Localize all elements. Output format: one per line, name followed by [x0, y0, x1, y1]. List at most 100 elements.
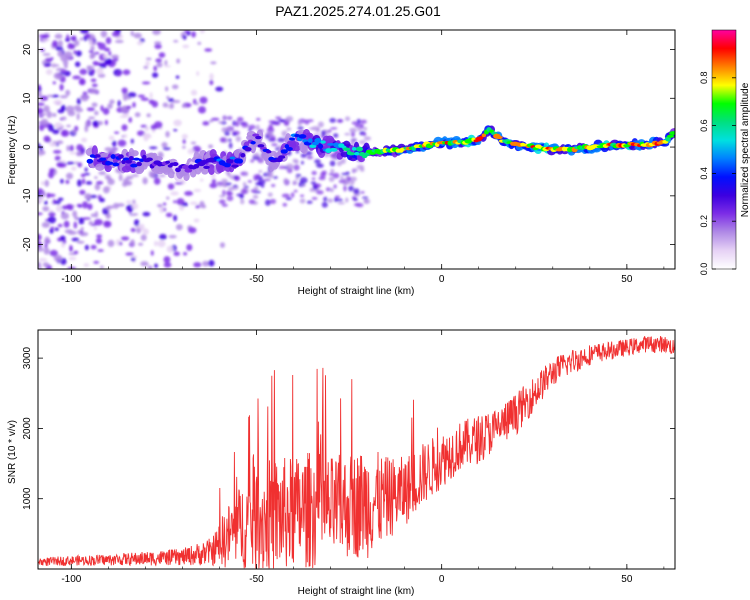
spectrogram-noise-blob [107, 239, 115, 248]
spectrogram-noise-blob [227, 172, 231, 177]
spectrogram-noise-blob [40, 118, 49, 126]
spectrogram-noise-blob [123, 95, 128, 101]
spectrogram-noise-blob [130, 227, 136, 233]
spectrogram-noise-blob [65, 89, 71, 96]
spectrogram-ridge-halo [130, 150, 139, 157]
spectrogram-noise-blob [88, 39, 93, 45]
spectrogram-noise-blob [73, 221, 78, 229]
spectrogram-noise-blob [87, 203, 93, 210]
spectrogram-noise-blob [344, 132, 351, 136]
spectrogram-noise-blob [159, 206, 164, 214]
spectrogram-noise-blob [57, 40, 63, 47]
spectrogram-noise-blob [94, 210, 99, 218]
spectrogram-noise-blob [333, 133, 339, 138]
spectrogram-noise-blob [108, 135, 115, 141]
spectrogram-noise-blob [57, 223, 63, 228]
spectrogram-noise-blob [162, 202, 167, 206]
spectrogram-noise-blob [186, 243, 193, 251]
spectrogram-noise-blob [321, 130, 326, 137]
spectrogram-noise-blob [89, 53, 95, 60]
spectrogram-noise-blob [248, 199, 256, 205]
spectrogram-noise-blob [175, 75, 180, 79]
spectrogram-noise-blob [299, 177, 308, 184]
snr-xtick-label: 0 [439, 574, 445, 585]
spectrogram-ridge-core [86, 158, 94, 164]
spectrogram-noise-blob [211, 178, 216, 184]
spectrogram-noise-blob [132, 213, 139, 216]
spectrogram-noise-blob [46, 111, 53, 119]
spectrogram-ytick-label: 20 [22, 44, 33, 56]
spectrogram-noise-blob [102, 54, 108, 59]
spectrogram-noise-blob [104, 119, 108, 126]
spectrogram-noise-blob [53, 150, 62, 154]
spectrogram-noise-blob [42, 33, 50, 39]
spectrogram-noise-blob [258, 170, 263, 173]
spectrogram-noise-blob [55, 45, 63, 51]
spectrogram-noise-blob [189, 201, 198, 205]
spectrogram-noise-blob [209, 73, 214, 81]
spectrogram-noise-blob [98, 197, 105, 203]
spectrogram-noise-blob [300, 194, 305, 198]
spectrogram-noise-blob [90, 45, 95, 51]
spectrogram-noise-blob [79, 68, 88, 75]
spectrogram-noise-blob [85, 181, 93, 185]
spectrogram-noise-blob [149, 146, 158, 150]
spectrogram-ridge-core [327, 143, 335, 146]
spectrogram-ridge-core [669, 131, 675, 135]
spectrogram-noise-blob [152, 30, 161, 36]
spectrogram-noise-blob [52, 129, 60, 135]
spectrogram-noise-blob [286, 127, 292, 131]
snr-axes: -100 -50 0 50 1000 2000 3000 [22, 330, 675, 585]
spectrogram-noise-blob [166, 95, 170, 100]
spectrogram-noise-blob [181, 104, 187, 108]
spectrogram-noise-blob [270, 135, 276, 141]
spectrogram-noise-blob [96, 181, 104, 185]
spectrogram-noise-blob [86, 65, 92, 72]
spectrogram-ridge-core [278, 155, 286, 159]
spectrogram-noise-blob [154, 41, 162, 45]
spectrogram-noise-blob [344, 116, 351, 122]
spectrogram-ridge-core [128, 155, 134, 161]
spectrogram-noise-blob [60, 69, 67, 73]
spectrogram-frame [37, 29, 676, 270]
spectrogram-noise-blob [55, 205, 63, 212]
spectrogram-noise-blob [351, 168, 359, 173]
spectrogram-noise-blob [84, 125, 89, 133]
spectrogram-noise-blob [136, 40, 143, 46]
spectrogram-noise-blob [41, 221, 50, 228]
spectrogram-noise-blob [142, 211, 151, 217]
spectrogram-noise-blob [66, 124, 71, 128]
spectrogram-ridge-core [165, 160, 171, 164]
spectrogram-noise-blob [82, 217, 92, 220]
spectrogram-noise-blob [165, 130, 170, 138]
spectrogram-noise-blob [168, 235, 177, 239]
spectrogram-noise-blob [38, 212, 43, 216]
spectrogram-noise-blob [47, 124, 55, 132]
spectrogram-noise-blob [140, 124, 147, 128]
spectrogram-noise-blob [306, 200, 313, 204]
spectrogram-noise-blob [244, 171, 248, 177]
spectrogram-noise-blob [357, 127, 362, 132]
spectrogram-noise-blob [60, 212, 70, 220]
spectrogram-noise-blob [57, 197, 64, 201]
spectrogram-noise-blob [38, 84, 41, 90]
spectrogram-noise-blob [255, 124, 260, 131]
spectrogram-noise-blob [352, 197, 358, 201]
spectrogram-ridge-core [496, 135, 503, 140]
spectrogram-noise-blob [187, 148, 195, 155]
spectrogram-ridge-core [309, 144, 317, 148]
spectrogram-noise-blob [363, 132, 367, 137]
spectrogram-noise-blob [193, 262, 202, 268]
spectrogram-noise-blob [248, 124, 256, 130]
spectrogram-noise-blob [278, 165, 286, 170]
spectrogram-noise-blob [133, 32, 142, 39]
spectrogram-noise-blob [290, 192, 295, 198]
spectrogram-noise-blob [348, 185, 354, 192]
spectrogram-noise-blob [151, 100, 159, 108]
spectrogram-ylabel: Frequency (Hz) [7, 116, 18, 185]
spectrogram-noise-blob [80, 94, 89, 102]
spectrogram-noise-blob [340, 175, 344, 180]
spectrogram-noise-blob [81, 178, 86, 185]
spectrogram-noise-blob [258, 179, 266, 186]
spectrogram-ridge-core [130, 163, 138, 168]
